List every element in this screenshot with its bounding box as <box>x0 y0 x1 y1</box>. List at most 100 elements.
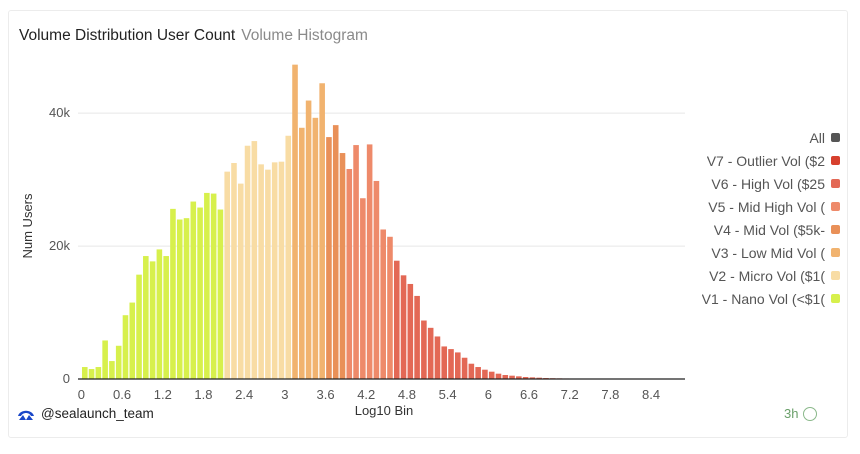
refresh-icon <box>803 406 818 421</box>
bar <box>176 219 183 379</box>
bar <box>495 373 502 379</box>
bar <box>190 201 197 379</box>
bar <box>380 229 386 379</box>
bar <box>360 198 366 379</box>
x-tick-label: 7.2 <box>561 387 579 402</box>
legend-label: All <box>809 129 825 146</box>
sealaunch-logo-icon <box>18 410 34 420</box>
legend-item[interactable]: All <box>690 126 840 149</box>
bar <box>482 369 488 379</box>
legend-swatch <box>831 271 840 280</box>
legend-label: V2 - Micro Vol ($1( <box>709 267 825 284</box>
bar <box>156 249 163 379</box>
bar <box>522 377 529 379</box>
chart-subtitle: Volume Histogram <box>241 27 368 44</box>
bar <box>305 100 312 379</box>
x-tick-label: 3 <box>281 387 288 402</box>
legend-item[interactable]: V2 - Micro Vol ($1( <box>690 264 840 287</box>
bar <box>265 169 271 379</box>
refresh-badge[interactable]: 3h <box>784 406 818 421</box>
x-tick-label: 3.6 <box>317 387 335 402</box>
bar <box>502 375 509 379</box>
legend-item[interactable]: V4 - Mid Vol ($5k- <box>690 218 840 241</box>
bar <box>400 275 407 379</box>
x-tick-label: 6 <box>485 387 492 402</box>
bar <box>407 283 414 379</box>
bar <box>455 352 461 379</box>
bar <box>373 180 380 379</box>
bar <box>421 320 427 379</box>
bar <box>109 361 115 379</box>
legend-label: V5 - Mid High Vol ( <box>708 198 825 215</box>
legend-item[interactable]: V5 - Mid High Vol ( <box>690 195 840 218</box>
bar <box>81 367 88 379</box>
bar <box>88 369 95 379</box>
x-tick-label: 6.6 <box>520 387 538 402</box>
x-tick-label: 5.4 <box>439 387 457 402</box>
bar <box>536 377 542 379</box>
bar <box>346 168 353 379</box>
legend-item[interactable]: V3 - Low Mid Vol ( <box>690 241 840 264</box>
bar <box>278 161 285 379</box>
bar <box>285 135 292 379</box>
y-axis-label: Num Users <box>20 193 35 259</box>
bar <box>204 192 210 379</box>
bar <box>516 376 522 379</box>
bar <box>170 208 176 379</box>
credit[interactable]: @sealaunch_team <box>17 406 154 421</box>
bar <box>210 193 217 379</box>
bar <box>387 236 393 379</box>
bar <box>251 141 258 379</box>
chart-title: Volume Distribution User Count Volume His… <box>19 27 368 45</box>
legend-label: V1 - Nano Vol (<$1( <box>701 290 825 307</box>
legend-item[interactable]: V7 - Outlier Vol ($2 <box>690 149 840 172</box>
bar <box>427 327 434 379</box>
legend-item[interactable]: V6 - High Vol ($25 <box>690 172 840 195</box>
bar <box>244 145 251 379</box>
bar <box>312 117 319 379</box>
bar <box>95 367 102 379</box>
legend-label: V4 - Mid Vol ($5k- <box>713 221 825 238</box>
bar <box>319 83 325 380</box>
bar <box>102 340 108 379</box>
y-tick-label: 0 <box>63 371 70 386</box>
bar <box>461 357 468 379</box>
chart-legend: All V7 - Outlier Vol ($2 V6 - High Vol ($2… <box>690 126 840 310</box>
refresh-age: 3h <box>784 406 799 421</box>
bar <box>136 274 142 379</box>
x-tick-label: 4.8 <box>398 387 416 402</box>
legend-swatch <box>831 156 840 165</box>
legend-swatch <box>831 202 840 211</box>
bar <box>129 302 136 379</box>
bar <box>468 363 475 379</box>
x-tick-label: 1.8 <box>194 387 212 402</box>
bar <box>353 145 359 379</box>
legend-swatch <box>831 248 840 257</box>
credit-handle: @sealaunch_team <box>41 406 154 421</box>
x-tick-label: 7.8 <box>601 387 619 402</box>
x-tick-label: 0.6 <box>113 387 131 402</box>
x-tick-label: 2.4 <box>235 387 253 402</box>
bar <box>217 209 224 379</box>
bar <box>237 183 244 379</box>
legend-item[interactable]: V1 - Nano Vol (<$1( <box>690 287 840 310</box>
bar <box>271 162 278 379</box>
bar <box>529 377 536 379</box>
bar <box>149 261 156 379</box>
bar <box>258 164 264 379</box>
x-tick-label: 1.2 <box>154 387 172 402</box>
bar <box>231 163 237 379</box>
bar <box>115 345 122 379</box>
legend-label: V7 - Outlier Vol ($2 <box>706 152 825 169</box>
y-tick-label: 20k <box>49 238 70 253</box>
x-axis-label: Log10 Bin <box>355 403 414 418</box>
bar <box>332 125 339 379</box>
bar <box>441 346 448 379</box>
bar <box>326 137 332 379</box>
bar <box>143 256 149 379</box>
legend-swatch <box>831 225 840 234</box>
bar <box>299 127 305 379</box>
bar <box>488 371 495 379</box>
x-tick-label: 8.4 <box>642 387 660 402</box>
bar <box>434 336 441 379</box>
